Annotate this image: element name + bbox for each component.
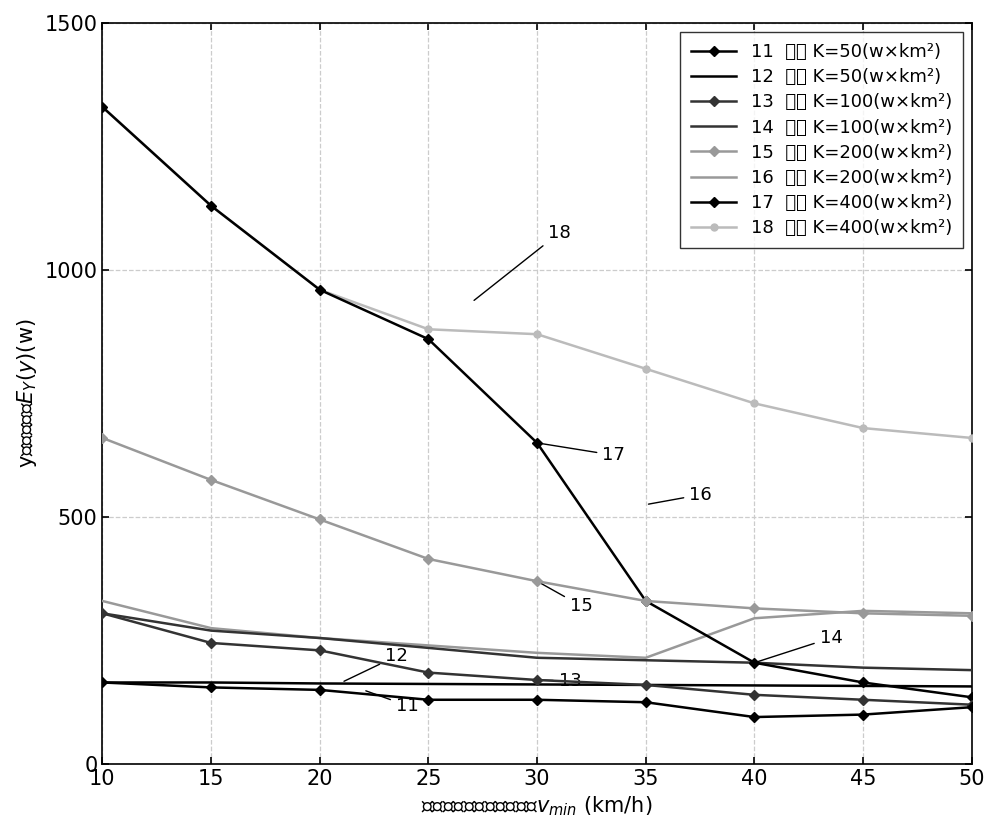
18  理论 K=400(w×km²) [966, 433, 978, 443]
17  仿真 K=400(w×km²) [640, 596, 652, 606]
11  仿真 K=50(w×km²) [857, 710, 869, 720]
18  理论 K=400(w×km²) [314, 285, 326, 295]
Line: 17  仿真 K=400(w×km²): 17 仿真 K=400(w×km²) [99, 103, 975, 701]
16  理论 K=200(w×km²) [640, 653, 652, 663]
18  理论 K=400(w×km²) [640, 364, 652, 374]
13  仿真 K=100(w×km²) [96, 608, 108, 618]
13  仿真 K=100(w×km²) [205, 638, 217, 648]
17  仿真 K=400(w×km²) [422, 334, 434, 344]
13  仿真 K=100(w×km²) [531, 675, 543, 685]
13  仿真 K=100(w×km²) [422, 667, 434, 677]
13  仿真 K=100(w×km²) [640, 680, 652, 690]
16  理论 K=200(w×km²) [96, 596, 108, 606]
Legend: 11  仿真 K=50(w×km²), 12  理论 K=50(w×km²), 13  仿真 K=100(w×km²), 14  理论 K=100(w×km²): 11 仿真 K=50(w×km²), 12 理论 K=50(w×km²), 13… [680, 32, 963, 248]
18  理论 K=400(w×km²) [531, 329, 543, 339]
16  理论 K=200(w×km²) [422, 641, 434, 651]
11  仿真 K=50(w×km²) [205, 682, 217, 692]
18  理论 K=400(w×km²) [422, 324, 434, 334]
12  理论 K=50(w×km²) [640, 680, 652, 690]
Y-axis label: y的期望值，$E_Y(y)$(w): y的期望值，$E_Y(y)$(w) [15, 319, 39, 468]
Line: 11  仿真 K=50(w×km²): 11 仿真 K=50(w×km²) [99, 679, 975, 721]
17  仿真 K=400(w×km²) [205, 201, 217, 211]
15  仿真 K=200(w×km²) [857, 608, 869, 618]
Line: 15  仿真 K=200(w×km²): 15 仿真 K=200(w×km²) [99, 435, 975, 619]
12  理论 K=50(w×km²) [966, 681, 978, 691]
14  理论 K=100(w×km²) [640, 656, 652, 666]
14  理论 K=100(w×km²) [531, 653, 543, 663]
17  仿真 K=400(w×km²) [314, 285, 326, 295]
Text: 12: 12 [344, 647, 408, 681]
17  仿真 K=400(w×km²) [857, 677, 869, 687]
Text: 15: 15 [540, 582, 593, 615]
15  仿真 K=200(w×km²) [531, 576, 543, 586]
12  理论 K=50(w×km²) [96, 677, 108, 687]
14  理论 K=100(w×km²) [96, 608, 108, 618]
Line: 16  理论 K=200(w×km²): 16 理论 K=200(w×km²) [102, 601, 972, 658]
14  理论 K=100(w×km²) [857, 663, 869, 673]
17  仿真 K=400(w×km²) [748, 658, 760, 668]
17  仿真 K=400(w×km²) [966, 692, 978, 702]
15  仿真 K=200(w×km²) [966, 611, 978, 621]
14  理论 K=100(w×km²) [422, 643, 434, 653]
14  理论 K=100(w×km²) [205, 626, 217, 636]
Line: 13  仿真 K=100(w×km²): 13 仿真 K=100(w×km²) [99, 610, 975, 708]
14  理论 K=100(w×km²) [966, 665, 978, 675]
X-axis label: 移动认知用户速率下限，$v_{min}$ (km/h): 移动认知用户速率下限，$v_{min}$ (km/h) [421, 795, 653, 818]
Text: 13: 13 [540, 672, 582, 690]
11  仿真 K=50(w×km²) [531, 695, 543, 705]
16  理论 K=200(w×km²) [966, 608, 978, 618]
12  理论 K=50(w×km²) [857, 681, 869, 691]
15  仿真 K=200(w×km²) [640, 596, 652, 606]
Text: 17: 17 [540, 443, 625, 464]
12  理论 K=50(w×km²) [314, 678, 326, 688]
18  理论 K=400(w×km²) [748, 398, 760, 408]
11  仿真 K=50(w×km²) [748, 712, 760, 722]
12  理论 K=50(w×km²) [205, 677, 217, 687]
11  仿真 K=50(w×km²) [422, 695, 434, 705]
11  仿真 K=50(w×km²) [640, 697, 652, 707]
12  理论 K=50(w×km²) [748, 681, 760, 691]
12  理论 K=50(w×km²) [422, 679, 434, 689]
15  仿真 K=200(w×km²) [748, 603, 760, 613]
Text: 14: 14 [757, 629, 842, 662]
13  仿真 K=100(w×km²) [748, 690, 760, 700]
13  仿真 K=100(w×km²) [314, 646, 326, 656]
Text: 11: 11 [366, 691, 419, 715]
15  仿真 K=200(w×km²) [96, 433, 108, 443]
13  仿真 K=100(w×km²) [966, 700, 978, 710]
11  仿真 K=50(w×km²) [966, 702, 978, 712]
Text: 16: 16 [648, 486, 712, 504]
12  理论 K=50(w×km²) [531, 680, 543, 690]
Line: 18  理论 K=400(w×km²): 18 理论 K=400(w×km²) [99, 103, 975, 441]
16  理论 K=200(w×km²) [857, 606, 869, 616]
18  理论 K=400(w×km²) [96, 102, 108, 112]
15  仿真 K=200(w×km²) [422, 554, 434, 564]
15  仿真 K=200(w×km²) [205, 475, 217, 485]
18  理论 K=400(w×km²) [205, 201, 217, 211]
18  理论 K=400(w×km²) [857, 423, 869, 433]
17  仿真 K=400(w×km²) [531, 438, 543, 448]
13  仿真 K=100(w×km²) [857, 695, 869, 705]
11  仿真 K=50(w×km²) [314, 685, 326, 695]
14  理论 K=100(w×km²) [314, 633, 326, 643]
17  仿真 K=400(w×km²) [96, 102, 108, 112]
16  理论 K=200(w×km²) [205, 623, 217, 633]
11  仿真 K=50(w×km²) [96, 677, 108, 687]
16  理论 K=200(w×km²) [314, 633, 326, 643]
14  理论 K=100(w×km²) [748, 658, 760, 668]
16  理论 K=200(w×km²) [531, 648, 543, 658]
Line: 12  理论 K=50(w×km²): 12 理论 K=50(w×km²) [102, 682, 972, 686]
Text: 18: 18 [474, 224, 571, 301]
Line: 14  理论 K=100(w×km²): 14 理论 K=100(w×km²) [102, 613, 972, 670]
16  理论 K=200(w×km²) [748, 613, 760, 623]
15  仿真 K=200(w×km²) [314, 515, 326, 525]
